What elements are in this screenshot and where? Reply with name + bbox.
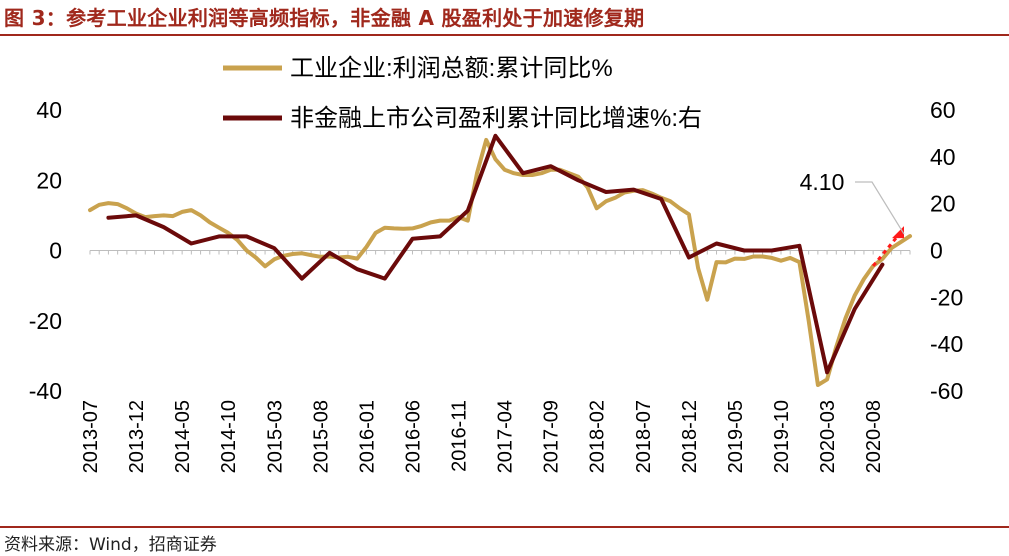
x-tick-label: 2015-08 (310, 400, 332, 473)
x-tick-label: 2016-01 (356, 400, 378, 473)
right-y-tick-label: 20 (930, 191, 956, 217)
series-industrial-profit-line (88, 137, 912, 387)
chart-annotation: 4.10 (800, 169, 905, 235)
trend-extension-line (871, 237, 898, 267)
right-y-tick-label: 60 (930, 97, 956, 123)
x-tick-label: 2015-03 (264, 400, 286, 473)
footer-rule (0, 526, 1009, 528)
legend-label: 工业企业:利润总额:累计同比% (290, 55, 613, 82)
right-y-tick-label: -40 (930, 331, 963, 357)
chart-legend: 工业企业:利润总额:累计同比% 非金融上市公司盈利累计同比增速%:右 (223, 55, 702, 132)
x-tick-label: 2020-08 (863, 400, 885, 473)
x-tick-label: 2018-12 (679, 400, 701, 473)
right-y-tick-label: -60 (930, 378, 963, 404)
source-note: 资料来源：Wind，招商证券 (4, 535, 217, 555)
x-tick-label: 2014-10 (218, 400, 240, 473)
x-tick-label: 2019-10 (771, 400, 793, 473)
right-y-tick-label: 40 (930, 144, 956, 170)
x-tick-label: 2017-04 (495, 400, 517, 473)
left-y-tick-label: 40 (36, 97, 62, 123)
x-tick-label: 2013-12 (126, 400, 148, 473)
annotation-label: 4.10 (800, 169, 845, 195)
x-tick-label: 2014-05 (172, 400, 194, 473)
legend-label: 非金融上市公司盈利累计同比增速%:右 (290, 105, 702, 132)
line-chart: 2013-07 2013-12 2014-05 2014-10 2015-03 2015-… (29, 55, 964, 473)
series-listed-company-profit-line (106, 133, 885, 375)
x-tick-label: 2016-06 (402, 400, 424, 473)
x-tick-label: 2013-07 (80, 400, 102, 473)
right-y-tick-label: -20 (930, 284, 963, 310)
title-rule (0, 34, 1009, 36)
chart-series (88, 133, 912, 387)
x-tick-label: 2016-11 (449, 400, 471, 472)
right-y-tick-label: 0 (930, 238, 943, 264)
left-y-tick-label: -40 (29, 378, 62, 404)
x-tick-label: 2018-02 (587, 400, 609, 473)
left-y-tick-label: 0 (49, 238, 62, 264)
x-tick-label: 2017-09 (541, 400, 563, 473)
left-y-tick-label: -20 (29, 308, 62, 334)
annotation-leader-line (855, 181, 905, 235)
chart-axes: 2013-07 2013-12 2014-05 2014-10 2015-03 2015-… (29, 97, 964, 473)
x-tick-label: 2019-05 (725, 400, 747, 473)
x-tick-label: 2018-07 (633, 400, 655, 473)
left-y-tick-label: 20 (36, 167, 62, 193)
x-tick-label: 2020-03 (817, 400, 839, 473)
figure-title: 图 3：参考工业企业利润等高频指标，非金融 A 股盈利处于加速修复期 (4, 6, 645, 30)
